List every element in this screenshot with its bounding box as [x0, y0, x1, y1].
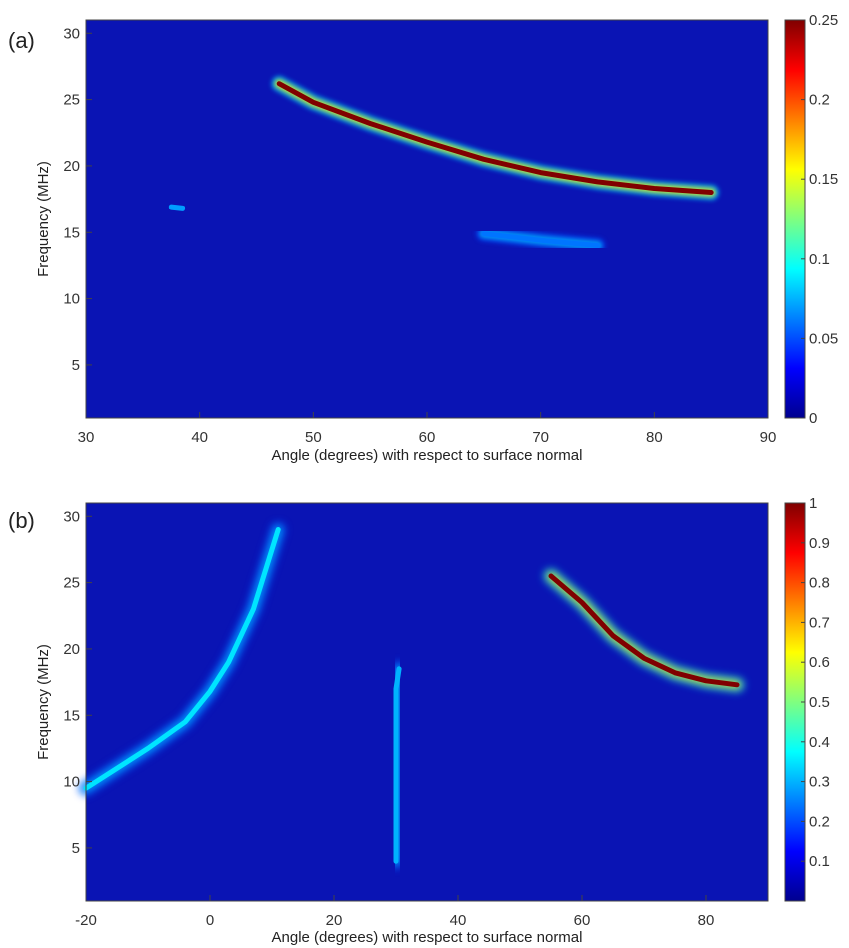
panel-b-colorbar-tick-5: 0.6 [809, 654, 830, 671]
panel-b-label: (b) [8, 508, 35, 533]
panel-b-y-tick-2: 15 [63, 707, 80, 724]
panel-a-x-label: Angle (degrees) with respect to surface … [272, 447, 583, 464]
panel-b-colorbar-tick-1: 0.2 [809, 813, 830, 830]
panel-a-y-tick-3: 20 [63, 158, 80, 175]
panel-a-label: (a) [8, 28, 35, 53]
panel-a-feature-1-layer-2 [481, 231, 600, 248]
panel-a-x-tick-1: 40 [191, 429, 208, 446]
panel-a-colorbar-tick-0: 0 [809, 410, 817, 427]
panel-b-colorbar-tick-2: 0.3 [809, 774, 830, 791]
panel-b-y-label: Frequency (MHz) [35, 644, 52, 760]
panel-a-x-tick-0: 30 [78, 429, 95, 446]
panel-a-x-tick-6: 90 [760, 429, 777, 446]
panel-b-x-label: Angle (degrees) with respect to surface … [272, 929, 583, 946]
panel-a-features [163, 75, 720, 254]
panel-a: (a) 30 40 50 60 70 80 90 5 10 15 20 25 30 Angle (de… [8, 12, 838, 464]
panel-b-y-tick-1: 10 [63, 774, 80, 791]
panel-a-y-label: Frequency (MHz) [35, 161, 52, 277]
panel-b-x-ticks: -20 0 20 40 60 80 [75, 895, 714, 929]
panel-b-feature-1-layer-2 [83, 527, 281, 791]
panel-b-colorbar-tick-9: 1 [809, 495, 817, 512]
panel-b-y-tick-5: 30 [63, 508, 80, 525]
panel-a-colorbar-tick-4: 0.2 [809, 92, 830, 109]
panel-b-colorbar-ticks: 0.1 0.2 0.3 0.4 0.5 0.6 0.7 0.8 0.9 1 [801, 495, 830, 870]
panel-b-y-ticks: 5 10 15 20 25 30 [63, 508, 92, 857]
panel-a-colorbar-tick-2: 0.1 [809, 251, 830, 268]
panel-b-colorbar-tick-7: 0.8 [809, 575, 830, 592]
panel-b: (b) -20 0 20 40 60 80 5 10 15 20 25 30 Angle (degr… [8, 495, 830, 946]
panel-a-x-tick-2: 50 [305, 429, 322, 446]
panel-a-y-ticks: 5 10 15 20 25 30 [63, 25, 92, 374]
panel-b-feature-2-layer-2 [393, 666, 402, 864]
panel-a-feature-0-layer-2 [276, 81, 714, 195]
panel-b-x-tick-4: 60 [574, 912, 591, 929]
panel-a-feature-2-layer-2 [168, 204, 186, 211]
panel-a-plot-area [86, 20, 768, 418]
panel-b-x-tick-0: -20 [75, 912, 97, 929]
panel-b-y-tick-0: 5 [72, 840, 80, 857]
panel-a-y-tick-0: 5 [72, 357, 80, 374]
panel-a-x-ticks: 30 40 50 60 70 80 90 [78, 412, 777, 446]
panel-b-feature-0-layer-2 [548, 573, 740, 688]
panel-a-x-tick-4: 70 [532, 429, 549, 446]
panel-a-y-tick-1: 10 [63, 291, 80, 308]
panel-b-colorbar-tick-0: 0.1 [809, 853, 830, 870]
panel-b-plot-area [86, 503, 768, 901]
panel-b-x-tick-3: 40 [450, 912, 467, 929]
panel-a-y-tick-2: 15 [63, 224, 80, 241]
panel-b-colorbar-tick-4: 0.5 [809, 694, 830, 711]
panel-b-colorbar-tick-8: 0.9 [809, 535, 830, 552]
panel-a-y-tick-5: 30 [63, 25, 80, 42]
panel-a-colorbar [784, 19, 806, 419]
panel-a-x-tick-3: 60 [419, 429, 436, 446]
panel-b-x-tick-2: 20 [326, 912, 343, 929]
panel-b-y-tick-4: 25 [63, 575, 80, 592]
panel-b-x-tick-5: 80 [698, 912, 715, 929]
panel-a-colorbar-ticks: 0 0.05 0.1 0.15 0.2 0.25 [801, 12, 838, 427]
panel-a-x-tick-5: 80 [646, 429, 663, 446]
panel-a-y-tick-4: 25 [63, 92, 80, 109]
panel-a-colorbar-tick-1: 0.05 [809, 330, 838, 347]
panel-b-y-tick-3: 20 [63, 641, 80, 658]
panel-b-colorbar-tick-6: 0.7 [809, 614, 830, 631]
panel-a-colorbar-tick-3: 0.15 [809, 171, 838, 188]
panel-a-colorbar-tick-5: 0.25 [809, 12, 838, 29]
panel-b-colorbar-tick-3: 0.4 [809, 734, 830, 751]
panel-b-x-tick-1: 0 [206, 912, 214, 929]
panel-b-features [78, 521, 745, 870]
